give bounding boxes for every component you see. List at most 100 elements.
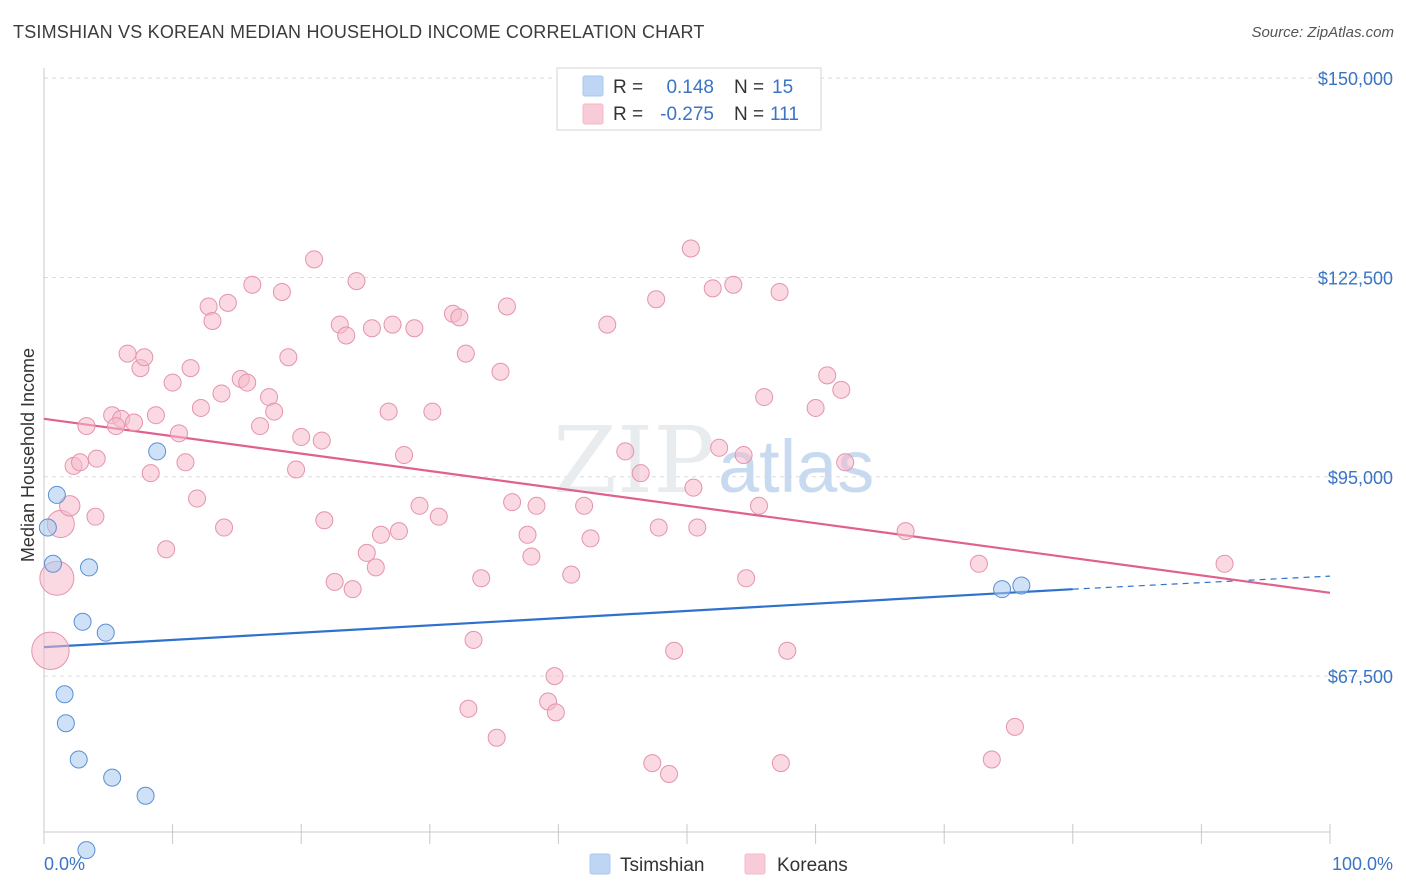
bottom-legend: Tsimshian Koreans bbox=[589, 853, 848, 876]
tsimshian-point bbox=[56, 714, 75, 733]
tsimshian-point bbox=[38, 518, 57, 537]
legend-r-value: -0.275 bbox=[660, 104, 714, 125]
korean-point bbox=[581, 529, 600, 548]
korean-point bbox=[681, 239, 700, 258]
korean-point bbox=[497, 297, 516, 316]
korean-point bbox=[181, 359, 200, 378]
korean-point bbox=[366, 558, 385, 577]
korean-point bbox=[218, 293, 237, 312]
korean-point bbox=[77, 417, 96, 436]
korean-point bbox=[969, 554, 988, 573]
korean-point bbox=[287, 460, 306, 479]
korean-point bbox=[118, 344, 137, 363]
korean-point bbox=[379, 402, 398, 421]
korean-point bbox=[472, 569, 491, 588]
korean-point bbox=[362, 319, 381, 338]
korean-point bbox=[429, 507, 448, 526]
korean-trend-line bbox=[43, 417, 1331, 594]
korean-point bbox=[1215, 554, 1234, 573]
korean-point bbox=[562, 565, 581, 584]
data-points bbox=[31, 239, 1234, 860]
korean-point bbox=[163, 373, 182, 392]
korean-point bbox=[518, 525, 537, 544]
korean-point bbox=[982, 750, 1001, 769]
korean-point bbox=[251, 417, 270, 436]
tsimshian-point bbox=[44, 554, 63, 573]
korean-point bbox=[215, 518, 234, 537]
watermark-zip: ZIP bbox=[553, 407, 715, 514]
korean-point bbox=[491, 362, 510, 381]
tsimshian-point bbox=[73, 612, 92, 631]
korean-point bbox=[305, 250, 324, 269]
legend-box: R = 0.148 N = 15 R = -0.275 N = 111 bbox=[556, 67, 822, 131]
korean-point bbox=[188, 489, 207, 508]
korean-point bbox=[135, 348, 154, 367]
korean-point bbox=[170, 424, 189, 443]
korean-point bbox=[312, 431, 331, 450]
korean-point bbox=[724, 275, 743, 294]
tsimshian-point bbox=[1012, 576, 1031, 595]
korean-point bbox=[459, 699, 478, 718]
korean-point bbox=[836, 453, 855, 472]
axes bbox=[43, 68, 1331, 844]
korean-point bbox=[710, 438, 729, 457]
tsimshian-trend-line bbox=[43, 588, 1073, 649]
source-label: Source: ZipAtlas.com bbox=[1251, 24, 1394, 41]
korean-point bbox=[818, 366, 837, 385]
bottom-legend-label-tsimshian: Tsimshian bbox=[620, 855, 704, 876]
y-tick-label: $95,000 bbox=[1328, 468, 1393, 488]
korean-point bbox=[243, 275, 262, 294]
legend-n-label: N = bbox=[734, 104, 764, 125]
korean-point bbox=[86, 507, 105, 526]
korean-point bbox=[450, 308, 469, 327]
korean-point bbox=[503, 493, 522, 512]
korean-point bbox=[383, 315, 402, 334]
chart-title: TSIMSHIAN VS KOREAN MEDIAN HOUSEHOLD INC… bbox=[13, 22, 705, 42]
legend-n-value: 15 bbox=[772, 77, 793, 98]
korean-point bbox=[464, 630, 483, 649]
korean-point bbox=[191, 398, 210, 417]
korean-point bbox=[265, 402, 284, 421]
korean-point bbox=[343, 580, 362, 599]
korean-point bbox=[778, 641, 797, 660]
korean-point bbox=[734, 446, 753, 465]
korean-point bbox=[1005, 717, 1024, 736]
korean-point bbox=[203, 311, 222, 330]
korean-point bbox=[31, 631, 70, 670]
korean-point bbox=[238, 373, 257, 392]
watermark: ZIP atlas bbox=[553, 407, 874, 514]
korean-point bbox=[59, 495, 81, 517]
tick-labels: $67,500 $95,000 $122,500 $150,000 0.0% 100.0% bbox=[44, 69, 1393, 874]
korean-point bbox=[750, 496, 769, 515]
korean-point bbox=[279, 348, 298, 367]
korean-point bbox=[684, 478, 703, 497]
bottom-legend-label-koreans: Koreans bbox=[777, 855, 848, 876]
korean-point bbox=[71, 453, 90, 472]
korean-point bbox=[770, 282, 789, 301]
korean-point bbox=[315, 511, 334, 530]
tsimshian-point bbox=[47, 485, 66, 504]
korean-point bbox=[545, 667, 564, 686]
korean-point bbox=[176, 453, 195, 472]
korean-point bbox=[665, 641, 684, 660]
korean-point bbox=[87, 449, 106, 468]
korean-point bbox=[527, 496, 546, 515]
legend-r-label: R = bbox=[613, 104, 643, 125]
bottom-legend-swatch-koreans bbox=[744, 853, 766, 875]
x-tick-label-min: 0.0% bbox=[44, 854, 85, 874]
korean-point bbox=[337, 326, 356, 345]
korean-point bbox=[643, 754, 662, 773]
korean-point bbox=[125, 413, 144, 432]
tsimshian-point bbox=[96, 623, 115, 642]
tsimshian-point bbox=[55, 685, 74, 704]
korean-point bbox=[405, 319, 424, 338]
y-tick-label: $122,500 bbox=[1318, 268, 1393, 288]
tsimshian-point bbox=[103, 768, 122, 787]
tsimshian-trend-extension bbox=[1072, 575, 1331, 590]
korean-point bbox=[325, 572, 344, 591]
korean-point bbox=[522, 547, 541, 566]
bottom-legend-swatch-tsimshian bbox=[589, 853, 611, 875]
tsimshian-point bbox=[136, 786, 155, 805]
korean-point bbox=[371, 525, 390, 544]
